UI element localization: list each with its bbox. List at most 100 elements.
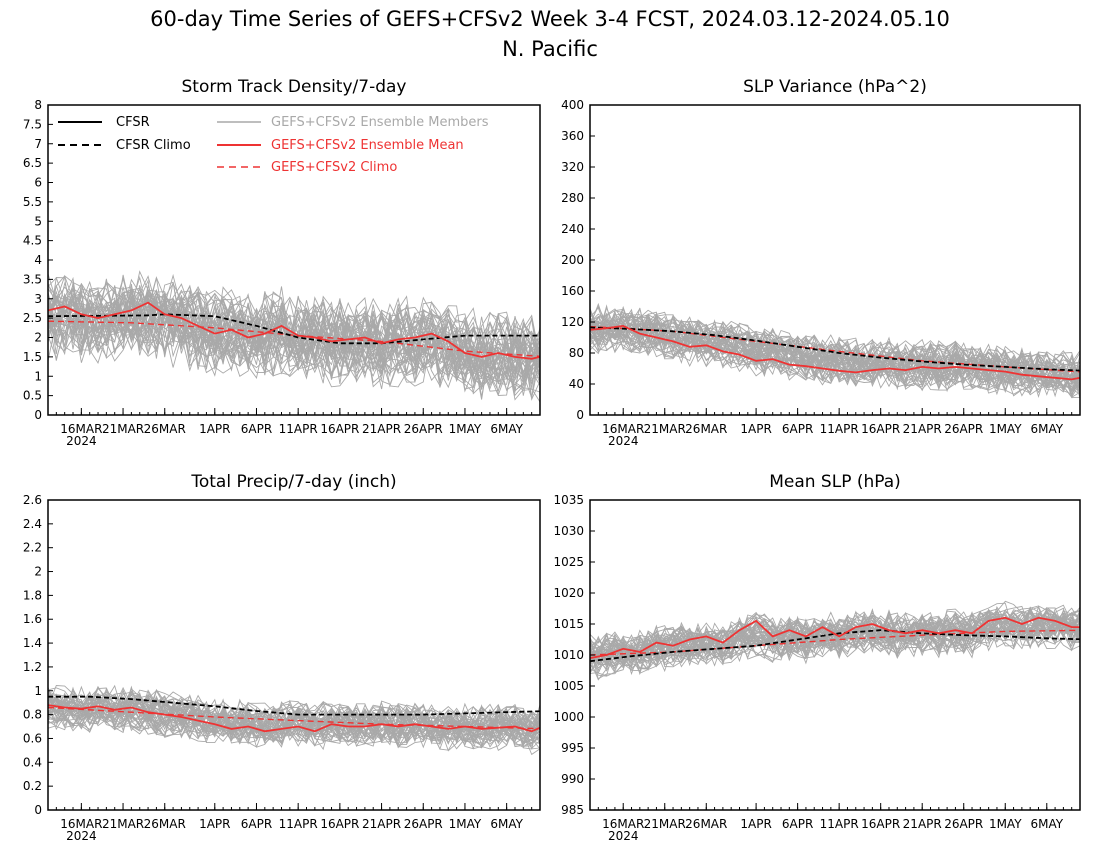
y-tick-label: 1015 [553, 617, 584, 631]
ensemble-member-line [590, 607, 1080, 662]
ensemble-member-line [590, 617, 1080, 663]
y-tick-label: 200 [561, 253, 584, 267]
ensemble-member-line [48, 690, 540, 744]
ensemble-member-line [48, 691, 540, 745]
x-tick-label: 26MAR [144, 817, 186, 831]
y-tick-label: 2.4 [23, 517, 42, 531]
ensemble-member-line [48, 281, 540, 373]
mean-slp-plot-area [590, 600, 1080, 681]
precip-gefs-climo-line [48, 706, 540, 730]
ensemble-member-line [48, 691, 540, 744]
legend-gefs-climo-label: GEFS+CFSv2 Climo [271, 160, 397, 175]
x-tick-label: 16MAR [602, 422, 644, 436]
x-year-label: 2024 [66, 829, 97, 843]
ensemble-member-line [590, 306, 1080, 385]
ensemble-member-line [590, 321, 1080, 395]
y-tick-label: 995 [561, 741, 584, 755]
ensemble-member-line [48, 288, 540, 380]
x-tick-label: 16MAR [60, 817, 102, 831]
ensemble-member-line [590, 610, 1080, 666]
ensemble-member-line [590, 615, 1080, 667]
ensemble-member-line [590, 317, 1080, 388]
x-tick-label: 11APR [820, 817, 859, 831]
y-tick-label: 0.5 [23, 389, 42, 403]
ensemble-member-line [590, 312, 1080, 385]
y-tick-label: 0 [34, 408, 42, 422]
slp-variance-panel: SLP Variance (hPa^2) 0 40 80 120 160 200 240 280… [561, 77, 1081, 448]
y-tick-label: 2.5 [23, 311, 42, 325]
x-tick-label: 6MAY [490, 817, 523, 831]
ensemble-member-line [48, 293, 540, 386]
ensemble-member-line [48, 273, 540, 373]
y-tick-label: 1005 [553, 679, 584, 693]
y-tick-label: 1.5 [23, 350, 42, 364]
mean-slp-cfsr-climo-line [590, 629, 1080, 663]
legend-cfsr-climo-label: CFSR Climo [116, 138, 191, 153]
x-tick-label: 1MAY [449, 817, 482, 831]
x-tick-label: 26APR [944, 817, 983, 831]
x-tick-label: 16APR [320, 422, 359, 436]
x-tick-label: 6APR [241, 422, 272, 436]
y-tick-label: 3 [34, 292, 42, 306]
y-tick-label: 990 [561, 772, 584, 786]
x-tick-label: 26APR [404, 817, 443, 831]
x-tick-label: 6APR [782, 817, 813, 831]
y-tick-label: 7.5 [23, 117, 42, 131]
x-tick-label: 1MAY [449, 422, 482, 436]
slp-variance-cfsr-climo-line [590, 326, 1080, 372]
y-tick-label: 6.5 [23, 156, 42, 170]
x-tick-label: 6MAY [1030, 817, 1063, 831]
y-tick-label: 0.2 [23, 779, 42, 793]
y-tick-label: 0.6 [23, 731, 42, 745]
legend-mean-label: GEFS+CFSv2 Ensemble Mean [271, 138, 464, 153]
slp-variance-plot-area [590, 302, 1080, 399]
y-tick-label: 1.6 [23, 612, 42, 626]
mean-slp-panel: Mean SLP (hPa) 985 990 995 1000 1005 1010 1015 1… [553, 472, 1081, 843]
x-tick-label: 21MAR [644, 817, 686, 831]
y-tick-label: 5.5 [23, 195, 42, 209]
y-tick-label: 0.8 [23, 708, 42, 722]
ensemble-member-line [48, 294, 540, 392]
x-tick-label: 6MAY [490, 422, 523, 436]
x-year-label: 2024 [66, 434, 97, 448]
slp-variance-title: SLP Variance (hPa^2) [743, 77, 927, 97]
figure-title: 60-day Time Series of GEFS+CFSv2 Week 3-… [150, 7, 950, 31]
y-tick-label: 3.5 [23, 272, 42, 286]
x-tick-label: 6APR [241, 817, 272, 831]
y-tick-label: 80 [569, 346, 584, 360]
x-tick-label: 1APR [199, 817, 230, 831]
legend-members-label: GEFS+CFSv2 Ensemble Members [271, 115, 489, 130]
x-tick-label: 21APR [362, 422, 401, 436]
x-tick-label: 16MAR [602, 817, 644, 831]
ensemble-member-line [48, 295, 540, 397]
x-tick-label: 26MAR [685, 817, 727, 831]
x-year-label: 2024 [608, 434, 639, 448]
ensemble-member-line [590, 606, 1080, 665]
ensemble-member-line [48, 689, 540, 742]
storm-track-ensemble-mean-line [48, 301, 540, 360]
x-tick-label: 16MAR [60, 422, 102, 436]
x-tick-label: 26APR [404, 422, 443, 436]
x-year-label: 2024 [608, 829, 639, 843]
y-tick-label: 1 [34, 684, 42, 698]
mean-slp-ensemble-mean-line [590, 616, 1080, 659]
ensemble-member-line [590, 308, 1080, 388]
storm-track-density-panel: Storm Track Density/7-day 0 0.5 1 1.5 2 2.5 3 3.… [23, 77, 541, 448]
x-tick-label: 26APR [944, 422, 983, 436]
y-tick-label: 1025 [553, 555, 584, 569]
legend-cfsr-label: CFSR [116, 115, 150, 130]
y-tick-label: 400 [561, 98, 584, 112]
y-tick-label: 1 [34, 369, 42, 383]
slp-variance-ensemble-mean-line [590, 324, 1080, 381]
x-tick-label: 21APR [362, 817, 401, 831]
ensemble-member-line [48, 692, 540, 741]
ensemble-member-line [48, 288, 540, 373]
x-tick-label: 16APR [861, 817, 900, 831]
y-tick-label: 360 [561, 129, 584, 143]
ensemble-member-line [48, 696, 540, 736]
legend: CFSR CFSR Climo GEFS+CFSv2 Ensemble Memb… [58, 115, 489, 175]
y-tick-label: 8 [34, 98, 42, 112]
ensemble-member-line [48, 699, 540, 756]
y-tick-label: 7 [34, 137, 42, 151]
ensemble-member-line [48, 684, 540, 734]
